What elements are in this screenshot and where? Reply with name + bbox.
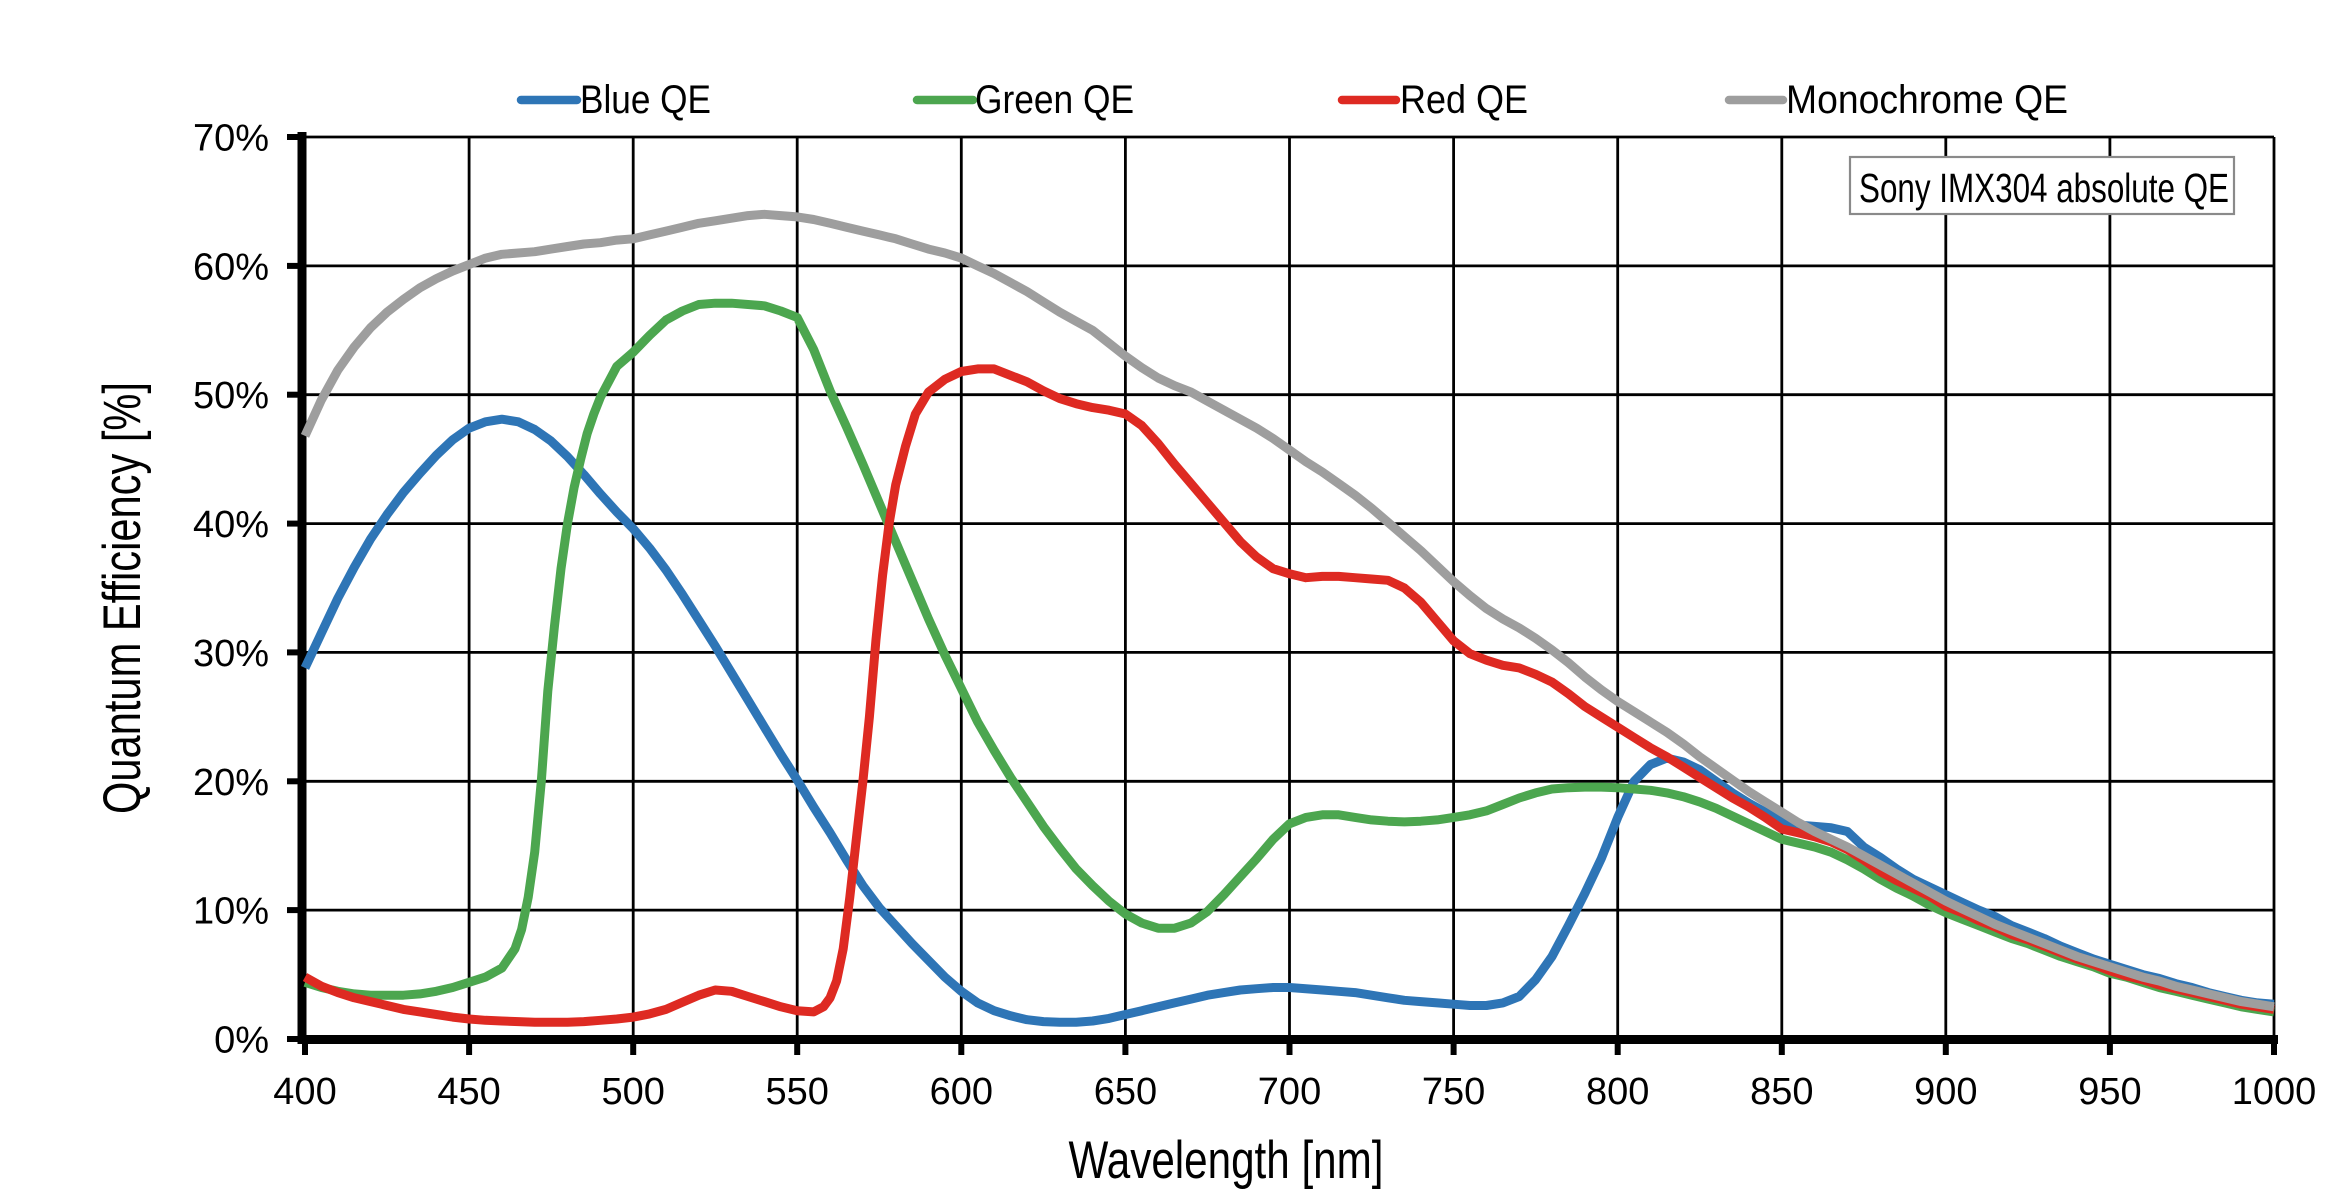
- svg-text:30%: 30%: [193, 633, 269, 675]
- svg-text:60%: 60%: [193, 246, 269, 288]
- svg-text:650: 650: [1094, 1071, 1157, 1113]
- svg-text:850: 850: [1750, 1071, 1813, 1113]
- svg-text:Quantum Efficiency [%]: Quantum Efficiency [%]: [93, 382, 152, 814]
- svg-text:70%: 70%: [193, 118, 269, 160]
- svg-text:0%: 0%: [214, 1020, 269, 1062]
- svg-text:1000: 1000: [2232, 1071, 2317, 1113]
- svg-text:400: 400: [273, 1071, 336, 1113]
- svg-text:10%: 10%: [193, 891, 269, 933]
- svg-text:950: 950: [2078, 1071, 2141, 1113]
- svg-text:800: 800: [1586, 1071, 1649, 1113]
- svg-text:600: 600: [930, 1071, 993, 1113]
- svg-text:40%: 40%: [193, 504, 269, 546]
- svg-text:700: 700: [1258, 1071, 1321, 1113]
- svg-text:900: 900: [1914, 1071, 1977, 1113]
- svg-text:Green QE: Green QE: [975, 78, 1134, 122]
- svg-text:450: 450: [437, 1071, 500, 1113]
- svg-text:20%: 20%: [193, 762, 269, 804]
- svg-text:500: 500: [601, 1071, 664, 1113]
- svg-text:Wavelength [nm]: Wavelength [nm]: [1069, 1131, 1384, 1190]
- svg-text:550: 550: [765, 1071, 828, 1113]
- svg-text:750: 750: [1422, 1071, 1485, 1113]
- svg-text:Blue QE: Blue QE: [580, 78, 711, 122]
- svg-text:Red QE: Red QE: [1400, 78, 1528, 122]
- svg-text:50%: 50%: [193, 375, 269, 417]
- svg-text:Sony IMX304 absolute QE: Sony IMX304 absolute QE: [1859, 165, 2229, 211]
- svg-text:Monochrome QE: Monochrome QE: [1786, 78, 2068, 122]
